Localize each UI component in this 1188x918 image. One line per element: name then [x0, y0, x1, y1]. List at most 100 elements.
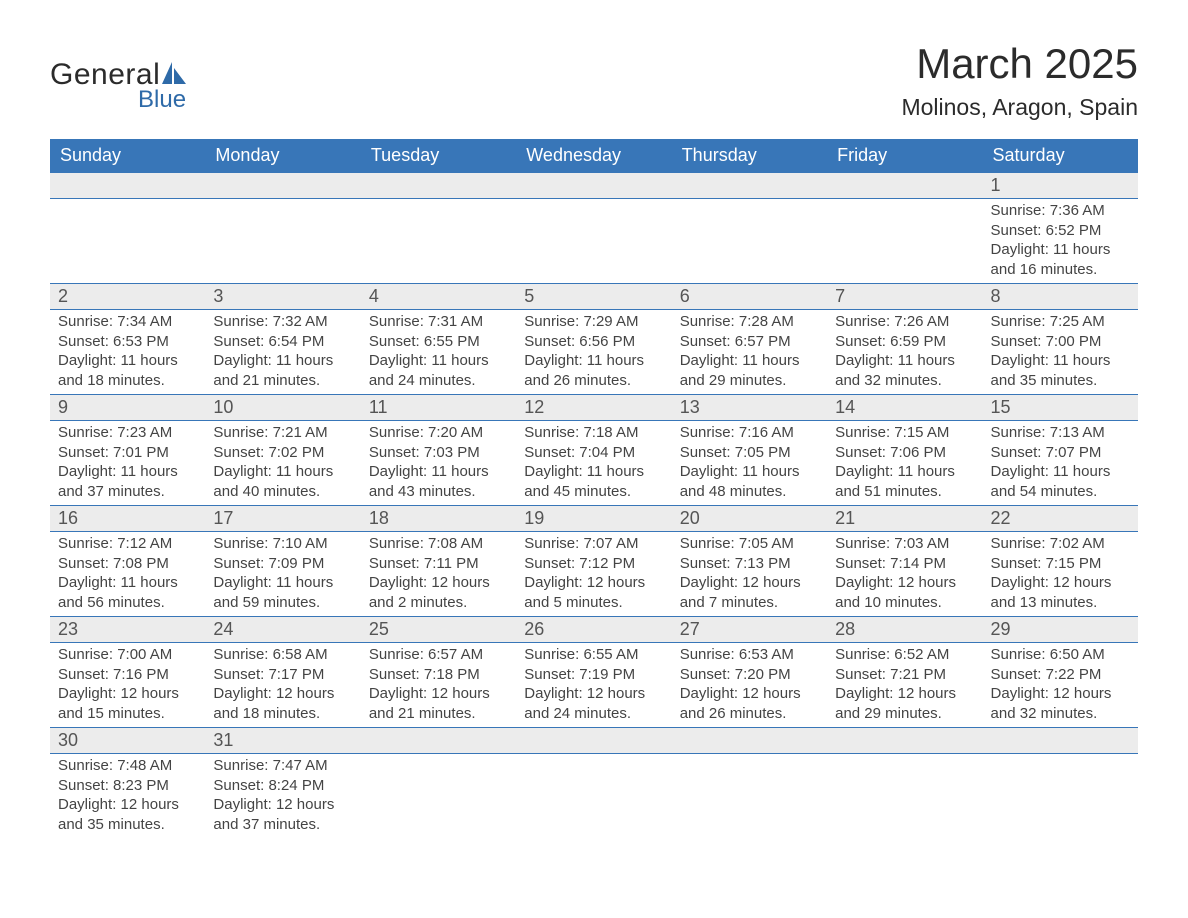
sunset-value: Sunset: 7:08 PM: [58, 554, 197, 574]
sunrise-value: Sunrise: 6:50 AM: [991, 645, 1130, 665]
day1-value: Daylight: 12 hours: [213, 795, 352, 815]
day-data-row: Sunrise: 7:23 AMSunset: 7:01 PMDaylight:…: [50, 421, 1138, 506]
day1-value: Daylight: 12 hours: [524, 684, 663, 704]
sunset-value: Sunset: 7:20 PM: [680, 665, 819, 685]
daynum-row: 23242526272829: [50, 617, 1138, 643]
day-data-cell: Sunrise: 7:23 AMSunset: 7:01 PMDaylight:…: [50, 421, 205, 506]
col-monday: Monday: [205, 139, 360, 173]
sunrise-value: Sunrise: 6:57 AM: [369, 645, 508, 665]
day-data: Sunrise: 7:02 AMSunset: 7:15 PMDaylight:…: [983, 532, 1138, 616]
day-number-cell: 5: [516, 284, 671, 310]
day1-value: Daylight: 12 hours: [213, 684, 352, 704]
daynum-row: 3031: [50, 728, 1138, 754]
sunrise-value: Sunrise: 7:00 AM: [58, 645, 197, 665]
day-number-cell: 10: [205, 395, 360, 421]
day-number: 17: [205, 506, 360, 531]
day-number-cell: 23: [50, 617, 205, 643]
daynum-row: 2345678: [50, 284, 1138, 310]
day-number: 15: [983, 395, 1138, 420]
day2-value: and 21 minutes.: [213, 371, 352, 391]
day-data-row: Sunrise: 7:48 AMSunset: 8:23 PMDaylight:…: [50, 754, 1138, 839]
col-friday: Friday: [827, 139, 982, 173]
day-data-cell: [827, 199, 982, 284]
day-data-cell: [50, 199, 205, 284]
day-number: 30: [50, 728, 205, 753]
day-number: 11: [361, 395, 516, 420]
sunrise-value: Sunrise: 7:05 AM: [680, 534, 819, 554]
day-number-cell: 25: [361, 617, 516, 643]
day1-value: Daylight: 11 hours: [680, 351, 819, 371]
sunset-value: Sunset: 7:18 PM: [369, 665, 508, 685]
sunset-value: Sunset: 7:12 PM: [524, 554, 663, 574]
day-data-cell: Sunrise: 7:08 AMSunset: 7:11 PMDaylight:…: [361, 532, 516, 617]
day-number-cell: 9: [50, 395, 205, 421]
day-data: Sunrise: 6:57 AMSunset: 7:18 PMDaylight:…: [361, 643, 516, 727]
day-data-cell: Sunrise: 7:32 AMSunset: 6:54 PMDaylight:…: [205, 310, 360, 395]
day-number: 20: [672, 506, 827, 531]
day-number-cell: 3: [205, 284, 360, 310]
day-number-cell: 26: [516, 617, 671, 643]
day-number-cell: 15: [983, 395, 1138, 421]
day-data-cell: Sunrise: 6:57 AMSunset: 7:18 PMDaylight:…: [361, 643, 516, 728]
day-number-cell: [827, 173, 982, 199]
sunrise-value: Sunrise: 7:10 AM: [213, 534, 352, 554]
day-data-cell: Sunrise: 7:03 AMSunset: 7:14 PMDaylight:…: [827, 532, 982, 617]
day-number-cell: [516, 173, 671, 199]
col-saturday: Saturday: [983, 139, 1138, 173]
sunrise-value: Sunrise: 7:47 AM: [213, 756, 352, 776]
day-number: [50, 173, 205, 197]
day-data-cell: Sunrise: 7:26 AMSunset: 6:59 PMDaylight:…: [827, 310, 982, 395]
day-number-cell: 6: [672, 284, 827, 310]
day-data: Sunrise: 6:53 AMSunset: 7:20 PMDaylight:…: [672, 643, 827, 727]
day-data: [50, 199, 205, 205]
day-number-cell: 21: [827, 506, 982, 532]
day-data: Sunrise: 7:25 AMSunset: 7:00 PMDaylight:…: [983, 310, 1138, 394]
day-data: [516, 199, 671, 205]
day-data-row: Sunrise: 7:34 AMSunset: 6:53 PMDaylight:…: [50, 310, 1138, 395]
sunset-value: Sunset: 7:01 PM: [58, 443, 197, 463]
day-data-cell: [361, 199, 516, 284]
sunset-value: Sunset: 7:22 PM: [991, 665, 1130, 685]
day-number: 4: [361, 284, 516, 309]
sunrise-value: Sunrise: 7:03 AM: [835, 534, 974, 554]
day-data: Sunrise: 7:36 AMSunset: 6:52 PMDaylight:…: [983, 199, 1138, 283]
day-data-cell: Sunrise: 6:50 AMSunset: 7:22 PMDaylight:…: [983, 643, 1138, 728]
sunrise-value: Sunrise: 7:28 AM: [680, 312, 819, 332]
day2-value: and 54 minutes.: [991, 482, 1130, 502]
day-data-cell: [516, 754, 671, 839]
day-number: 2: [50, 284, 205, 309]
col-thursday: Thursday: [672, 139, 827, 173]
sunset-value: Sunset: 7:21 PM: [835, 665, 974, 685]
day-data-cell: Sunrise: 7:15 AMSunset: 7:06 PMDaylight:…: [827, 421, 982, 506]
sunrise-value: Sunrise: 6:58 AM: [213, 645, 352, 665]
day-data: Sunrise: 7:08 AMSunset: 7:11 PMDaylight:…: [361, 532, 516, 616]
sunset-value: Sunset: 7:15 PM: [991, 554, 1130, 574]
sunset-value: Sunset: 7:00 PM: [991, 332, 1130, 352]
day2-value: and 29 minutes.: [835, 704, 974, 724]
sunset-value: Sunset: 7:07 PM: [991, 443, 1130, 463]
sunset-value: Sunset: 7:06 PM: [835, 443, 974, 463]
calendar-table: Sunday Monday Tuesday Wednesday Thursday…: [50, 139, 1138, 838]
day2-value: and 7 minutes.: [680, 593, 819, 613]
day-number-cell: 14: [827, 395, 982, 421]
day-data-cell: [672, 199, 827, 284]
day-number-cell: [983, 728, 1138, 754]
sunset-value: Sunset: 7:02 PM: [213, 443, 352, 463]
day-data-cell: [205, 199, 360, 284]
day-data-cell: Sunrise: 7:18 AMSunset: 7:04 PMDaylight:…: [516, 421, 671, 506]
sunrise-value: Sunrise: 7:02 AM: [991, 534, 1130, 554]
day2-value: and 56 minutes.: [58, 593, 197, 613]
sunrise-value: Sunrise: 7:07 AM: [524, 534, 663, 554]
sunset-value: Sunset: 6:59 PM: [835, 332, 974, 352]
sunrise-value: Sunrise: 7:25 AM: [991, 312, 1130, 332]
day-number: [672, 173, 827, 197]
day-number: 6: [672, 284, 827, 309]
day1-value: Daylight: 12 hours: [58, 795, 197, 815]
day-number: [827, 728, 982, 752]
day-number-cell: [205, 173, 360, 199]
day-number-cell: 29: [983, 617, 1138, 643]
day-number: 25: [361, 617, 516, 642]
day-number: 8: [983, 284, 1138, 309]
day-number-cell: [672, 173, 827, 199]
header: General Blue March 2025 Molinos, Aragon,…: [50, 40, 1138, 121]
